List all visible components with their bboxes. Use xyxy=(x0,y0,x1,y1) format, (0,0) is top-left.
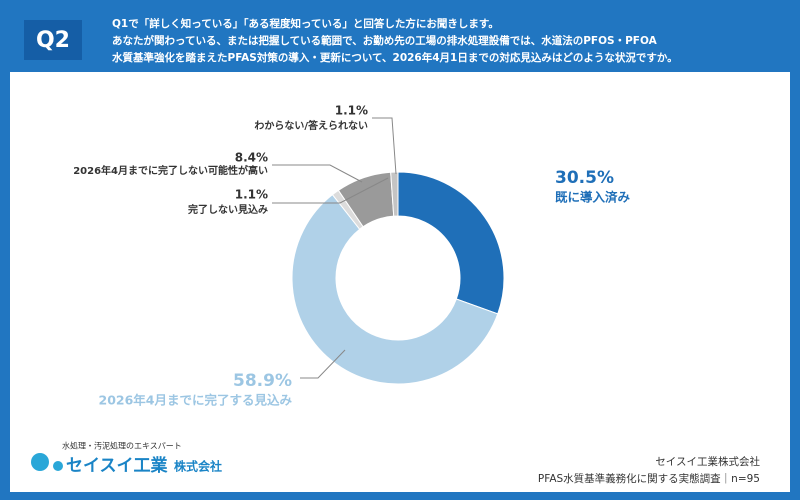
leader-line xyxy=(272,177,389,204)
category-label: 既に導入済み xyxy=(555,190,631,205)
value-label: 1.1% xyxy=(335,104,368,118)
category-label: わからない/答えられない xyxy=(254,119,368,132)
value-label: 58.9% xyxy=(233,371,292,391)
logo: 水処理・汚泥処理のエキスパート セイスイ工業 株式会社 xyxy=(31,441,222,476)
question-label: Q2 xyxy=(36,28,70,53)
leader-line xyxy=(372,117,397,175)
value-label: 1.1% xyxy=(235,188,268,202)
leader-line xyxy=(300,349,346,379)
question-line: 水質基準強化を踏まえたPFAS対策の導入・更新について、2026年4月1日までの… xyxy=(111,51,678,64)
question-line: あなたが関わっている、または把握している範囲で、お勤め先の工場の排水処理設備では… xyxy=(112,34,658,47)
category-label: 2026年4月までに完了しない可能性が高い xyxy=(73,164,268,177)
category-label: 完了しない見込み xyxy=(188,203,268,216)
question-badge xyxy=(24,20,82,60)
leader-line xyxy=(272,164,363,183)
footer-survey: PFAS水質基準義務化に関する実態調査｜n=95 xyxy=(538,472,760,485)
logo-name: セイスイ工業 xyxy=(66,455,168,476)
logo-mark xyxy=(53,461,63,471)
donut-segment xyxy=(397,171,505,315)
value-label: 30.5% xyxy=(555,168,614,188)
donut-segment xyxy=(291,193,499,385)
panel xyxy=(10,72,790,492)
footer-company: セイスイ工業株式会社 xyxy=(655,455,760,468)
category-label: 2026年4月までに完了する見込み xyxy=(99,393,293,408)
logo-suffix: 株式会社 xyxy=(174,459,222,474)
value-label: 8.4% xyxy=(235,151,268,165)
logo-mark xyxy=(31,453,49,471)
donut-segment xyxy=(390,171,399,217)
question-line: Q1で「詳しく知っている」「ある程度知っている」と回答した方にお聞きします。 xyxy=(112,17,499,30)
logo-tagline: 水処理・汚泥処理のエキスパート xyxy=(62,441,182,451)
